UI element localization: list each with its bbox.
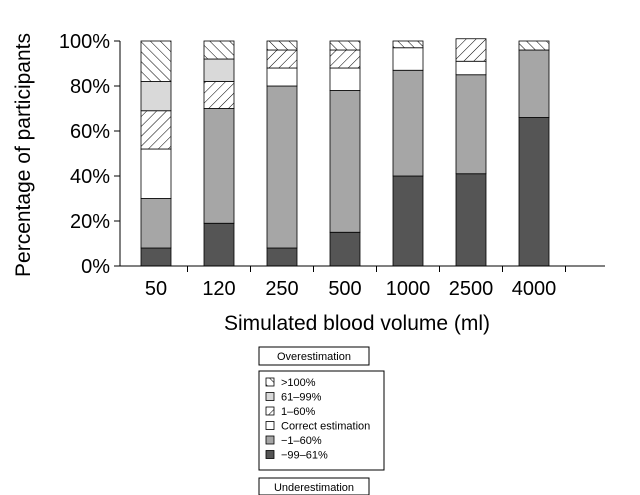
y-tick-label: 60% <box>70 121 110 143</box>
x-tick-label: 1000 <box>386 278 431 300</box>
y-tick-label: 100% <box>59 31 110 53</box>
legend-label: −99–61% <box>281 450 328 462</box>
bar-segment <box>518 49 550 118</box>
x-tick-label: 120 <box>202 278 235 300</box>
x-axis-title: Simulated blood volume (ml) <box>224 312 490 335</box>
legend-label: Correct estimation <box>281 421 370 433</box>
x-tick-label: 2500 <box>449 278 494 300</box>
x-tick-label: 500 <box>328 278 361 300</box>
bar-segment <box>518 40 550 51</box>
bar-segment <box>266 49 298 69</box>
bar-segment <box>203 81 235 109</box>
bar-segment <box>266 67 298 87</box>
x-tick-label: 50 <box>145 278 167 300</box>
y-tick-label: 0% <box>81 256 110 278</box>
legend-swatch <box>265 435 275 445</box>
bar-segment <box>329 90 361 233</box>
bar-segment <box>266 247 298 267</box>
legend-label: 1–60% <box>281 406 315 418</box>
legend-top-caption: Overestimation <box>277 351 351 363</box>
bar-segment <box>203 222 235 267</box>
x-tick-label: 250 <box>265 278 298 300</box>
legend-swatch <box>265 377 275 387</box>
bar-segment <box>140 148 172 199</box>
bar-segment <box>140 247 172 267</box>
bar-segment <box>329 40 361 51</box>
legend-label: −1–60% <box>281 435 322 447</box>
bar-segment <box>392 47 424 71</box>
legend-swatch <box>265 421 275 430</box>
bar-segment <box>203 58 235 82</box>
legend-label: >100% <box>281 377 316 389</box>
bar-segment <box>140 40 172 82</box>
x-tick-label: 4000 <box>512 278 557 300</box>
legend-top-caption-box <box>258 346 370 366</box>
legend-swatch <box>265 392 275 401</box>
y-tick-label: 80% <box>70 76 110 98</box>
y-axis-title: Percentage of participants <box>12 33 35 277</box>
bar-segment <box>203 40 235 60</box>
bar-segment <box>140 81 172 112</box>
legend-label: 61–99% <box>281 392 322 404</box>
bar-segment <box>266 40 298 51</box>
legend-bottom-caption-box <box>258 477 370 495</box>
bar-segment <box>455 173 487 267</box>
bar-segment <box>455 60 487 76</box>
legend: Overestimation >100% 61–99% 1–60% Correct e… <box>258 346 385 495</box>
x-axis: 50 120 250 500 1000 2500 4000 <box>120 265 605 300</box>
bar-segment <box>203 108 235 224</box>
legend-swatch <box>265 406 275 416</box>
legend-items: >100% 61–99% 1–60% Correct estimation −1–60%… <box>265 377 370 462</box>
legend-swatch <box>265 450 275 459</box>
y-axis: 0% 20% 40% 60% 80% 100% <box>59 31 121 278</box>
bar-segment <box>392 69 424 177</box>
bar-segment <box>266 85 298 249</box>
y-tick-label: 20% <box>70 211 110 233</box>
bar-segment <box>518 117 550 267</box>
bars <box>140 38 550 267</box>
bar-segment <box>392 175 424 267</box>
bar-segment <box>455 74 487 175</box>
legend-box <box>258 370 385 471</box>
bar-segment <box>329 67 361 91</box>
bar-segment <box>392 40 424 49</box>
bar-segment <box>140 198 172 249</box>
bar-segment <box>455 38 487 62</box>
y-tick-label: 40% <box>70 166 110 188</box>
bar-segment <box>140 110 172 150</box>
bar-segment <box>329 231 361 267</box>
legend-bottom-caption: Underestimation <box>274 482 354 494</box>
bar-segment <box>329 49 361 69</box>
